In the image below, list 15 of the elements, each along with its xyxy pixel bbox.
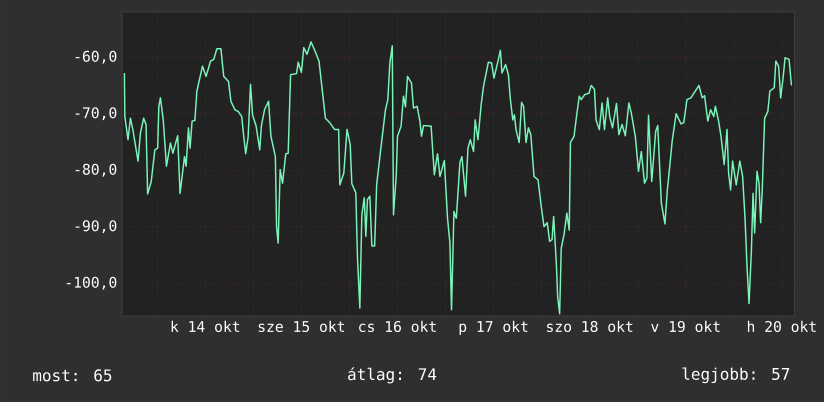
x-tick-label: k 14 okt <box>172 320 240 332</box>
x-tick-label: h 20 okt <box>748 320 816 332</box>
text: most: 65 <box>33 369 112 382</box>
x-tick-label: v 19 okt <box>651 320 720 332</box>
text: átlag: 74 <box>348 367 436 384</box>
text: legjobb: 57 <box>682 367 790 384</box>
y-tick-label: -60,0 <box>76 50 116 64</box>
y-tick-label: -100,0 <box>66 276 116 290</box>
x-tick-label: cs 16 okt <box>359 320 436 332</box>
x-tick-label: szo 18 okt <box>547 320 632 332</box>
x-tick-label: p 17 okt <box>460 320 528 335</box>
y-tick-label: -70,0 <box>76 107 116 120</box>
y-tick-label: -90,0 <box>76 220 116 234</box>
y-tick-label: -80,0 <box>76 164 116 177</box>
x-tick-label: sze 15 okt <box>258 320 344 332</box>
